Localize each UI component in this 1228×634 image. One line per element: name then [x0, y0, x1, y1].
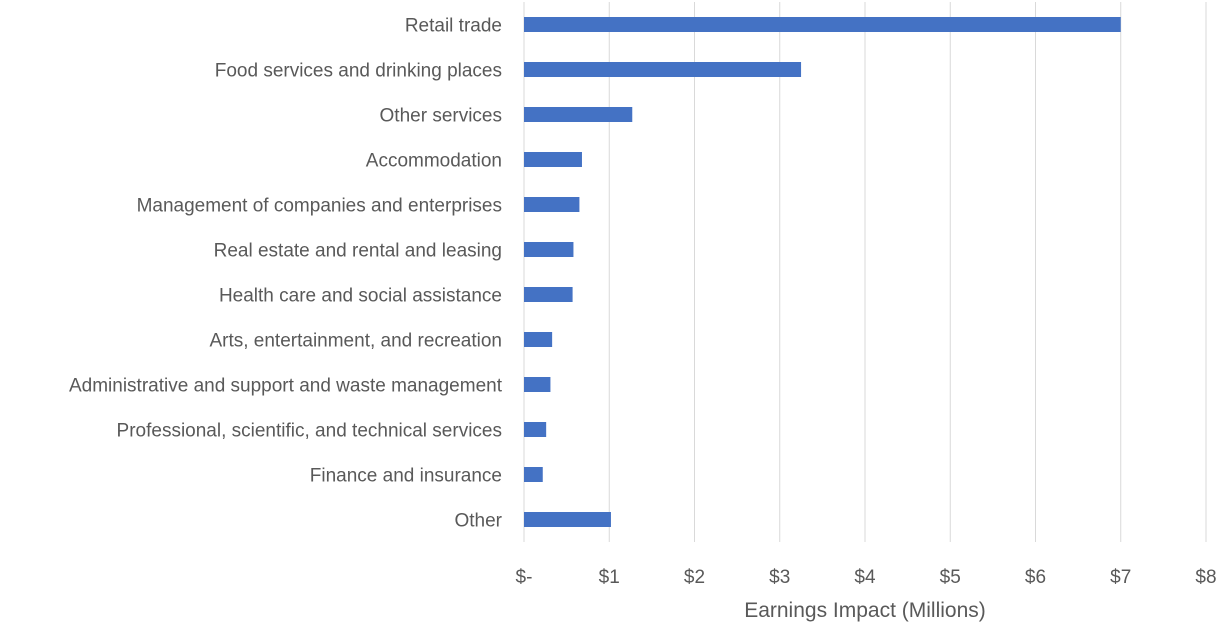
x-tick-label: $4	[854, 567, 876, 588]
category-label: Accommodation	[366, 151, 502, 172]
bar	[524, 467, 543, 482]
x-tick-label: $7	[1110, 567, 1131, 588]
bar	[524, 197, 580, 212]
x-tick-labels: $- $1 $2 $3 $4 $5 $6 $7 $8	[516, 567, 1217, 588]
category-label: Health care and social assistance	[219, 286, 502, 307]
category-label: Real estate and rental and leasing	[214, 241, 502, 262]
bar	[524, 242, 574, 257]
bar	[524, 287, 573, 302]
bars	[524, 17, 1121, 527]
x-tick-label: $5	[940, 567, 961, 588]
category-label: Management of companies and enterprises	[137, 196, 502, 217]
category-label: Other	[454, 511, 502, 532]
x-tick-label: $3	[769, 567, 790, 588]
category-label: Professional, scientific, and technical …	[117, 421, 502, 442]
category-label: Finance and insurance	[310, 466, 502, 487]
bar	[524, 332, 553, 347]
category-label: Retail trade	[405, 16, 502, 37]
category-labels: Retail trade Food services and drinking p…	[69, 16, 503, 532]
category-label: Arts, entertainment, and recreation	[209, 331, 502, 352]
x-tick-label: $2	[684, 567, 705, 588]
x-tick-label: $-	[516, 567, 533, 588]
x-axis-title: Earnings Impact (Millions)	[744, 599, 986, 622]
bar	[524, 377, 551, 392]
bar	[524, 422, 547, 437]
category-label: Other services	[380, 106, 502, 127]
bar	[524, 62, 802, 77]
x-tick-label: $8	[1195, 567, 1216, 588]
x-tick-label: $6	[1025, 567, 1046, 588]
bar	[524, 107, 633, 122]
category-label: Food services and drinking places	[215, 61, 502, 82]
gridlines	[523, 2, 1207, 542]
bar	[524, 17, 1121, 32]
bar	[524, 512, 611, 527]
x-tick-label: $1	[599, 567, 620, 588]
bar	[524, 152, 582, 167]
category-label: Administrative and support and waste man…	[69, 376, 503, 397]
